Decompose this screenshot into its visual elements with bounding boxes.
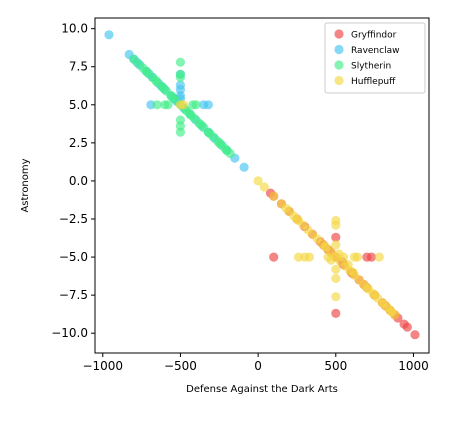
data-point-hufflepuff (326, 255, 336, 265)
y-tick-label: −7.5 (59, 288, 88, 302)
data-point-hufflepuff (269, 191, 279, 201)
data-point-hufflepuff (370, 290, 380, 300)
data-point-slytherin (141, 66, 151, 76)
legend-label-hufflepuff: Hufflepuff (351, 77, 396, 87)
data-point-gryffindor (269, 252, 279, 262)
data-point-hufflepuff (343, 260, 353, 270)
legend-marker-gryffindor (334, 29, 344, 39)
y-tick-label: 7.5 (69, 60, 88, 74)
data-point-hufflepuff (331, 220, 341, 230)
y-axis: 10.0 7.5 5.0 2.5 0.0 −2.5 −5.0 −7.5 −10.0 (51, 22, 95, 340)
legend-marker-slytherin (334, 60, 344, 70)
legend: Gryffindor Ravenclaw Slytherin Hufflepuff (324, 22, 426, 94)
x-tick-label: 0 (254, 359, 262, 373)
data-point-slytherin (151, 75, 161, 85)
data-point-hufflepuff (374, 252, 384, 262)
data-point-slytherin (158, 83, 168, 93)
data-point-hufflepuff (320, 241, 330, 251)
data-point-hufflepuff (385, 305, 395, 315)
data-point-hufflepuff (304, 252, 314, 262)
data-point-hufflepuff (379, 299, 389, 309)
data-point-slytherin (163, 100, 173, 110)
y-tick-label: −2.5 (59, 212, 88, 226)
data-point-ravenclaw (239, 162, 249, 172)
data-point-slytherin (152, 100, 162, 110)
y-tick-label: 10.0 (61, 22, 88, 36)
data-point-slytherin (191, 100, 201, 110)
data-point-slytherin (186, 110, 196, 121)
x-tick-label: 1000 (398, 359, 429, 373)
data-point-hufflepuff (348, 267, 358, 277)
points-layer (104, 30, 420, 340)
data-point-gryffindor (366, 252, 377, 262)
x-axis: −1000 −500 0 500 1000 (82, 353, 429, 373)
data-point-hufflepuff (352, 252, 363, 262)
data-point-slytherin (168, 92, 178, 102)
y-tick-label: −5.0 (59, 250, 88, 264)
data-point-gryffindor (331, 308, 341, 318)
x-axis-label: Defense Against the Dark Arts (186, 384, 338, 395)
data-point-hufflepuff (259, 182, 269, 192)
data-point-hufflepuff (331, 292, 341, 302)
legend-label-slytherin: Slytherin (351, 62, 391, 72)
legend-label-gryffindor: Gryffindor (351, 31, 397, 41)
x-tick-label: −500 (164, 359, 197, 373)
data-point-ravenclaw (104, 30, 114, 40)
legend-box (324, 22, 426, 94)
data-point-slytherin (220, 144, 231, 154)
x-tick-label: −1000 (82, 359, 123, 373)
data-point-hufflepuff (362, 282, 372, 293)
y-tick-label: 0.0 (69, 174, 88, 188)
data-point-hufflepuff (334, 249, 344, 259)
data-point-slytherin (205, 129, 215, 139)
data-point-hufflepuff (292, 214, 302, 224)
legend-marker-hufflepuff (334, 75, 344, 86)
data-point-gryffindor (331, 232, 341, 242)
data-point-slytherin (196, 120, 206, 130)
plot-frame (94, 17, 430, 354)
data-point-hufflepuff (178, 100, 189, 110)
data-point-slytherin (175, 57, 185, 67)
y-tick-label: 2.5 (69, 136, 88, 150)
data-point-slytherin (175, 72, 185, 82)
data-point-hufflepuff (253, 176, 263, 186)
data-point-hufflepuff (331, 273, 341, 283)
y-axis-label: Astronomy (20, 158, 31, 212)
y-tick-label: −10.0 (51, 326, 88, 340)
data-point-hufflepuff (331, 240, 341, 250)
data-point-gryffindor (410, 330, 420, 340)
data-point-slytherin (175, 127, 185, 137)
data-point-gryffindor (402, 322, 412, 332)
x-tick-label: 500 (324, 359, 347, 373)
legend-marker-ravenclaw (334, 44, 344, 55)
data-point-slytherin (214, 138, 224, 148)
legend-label-ravenclaw: Ravenclaw (351, 46, 399, 56)
y-tick-label: 5.0 (69, 98, 88, 112)
data-point-hufflepuff (331, 264, 341, 274)
data-point-ravenclaw (203, 100, 213, 110)
